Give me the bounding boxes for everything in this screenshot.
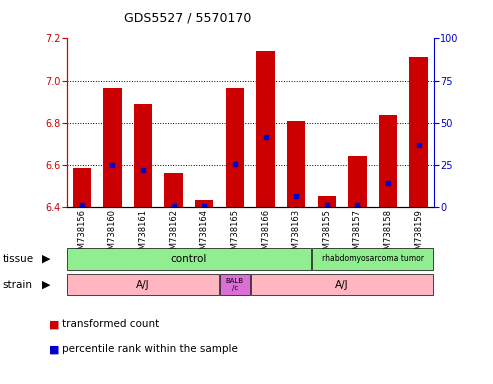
Text: ■: ■ (49, 344, 60, 354)
Text: GDS5527 / 5570170: GDS5527 / 5570170 (124, 12, 251, 25)
Bar (226, 88, 244, 207)
Text: A/J: A/J (136, 280, 150, 290)
Text: ▶: ▶ (41, 254, 50, 264)
Bar (317, 196, 336, 207)
Text: rhabdomyosarcoma tumor: rhabdomyosarcoma tumor (321, 254, 423, 263)
Bar (379, 116, 397, 207)
Bar (134, 104, 152, 207)
Bar (67, 273, 219, 296)
Bar (67, 248, 311, 270)
Bar (104, 88, 122, 207)
Text: percentile rank within the sample: percentile rank within the sample (62, 344, 238, 354)
Text: ■: ■ (49, 319, 60, 329)
Bar (220, 273, 249, 296)
Bar (287, 121, 305, 207)
Bar (251, 273, 433, 296)
Bar (165, 172, 183, 207)
Bar (256, 51, 275, 207)
Bar (312, 248, 433, 270)
Bar (348, 156, 366, 207)
Text: control: control (171, 254, 207, 264)
Bar (409, 57, 428, 207)
Text: strain: strain (2, 280, 33, 290)
Bar (195, 200, 213, 207)
Text: ▶: ▶ (41, 280, 50, 290)
Bar (72, 168, 91, 207)
Text: transformed count: transformed count (62, 319, 159, 329)
Text: tissue: tissue (2, 254, 34, 264)
Text: BALB
/c: BALB /c (226, 278, 244, 291)
Text: A/J: A/J (335, 280, 349, 290)
